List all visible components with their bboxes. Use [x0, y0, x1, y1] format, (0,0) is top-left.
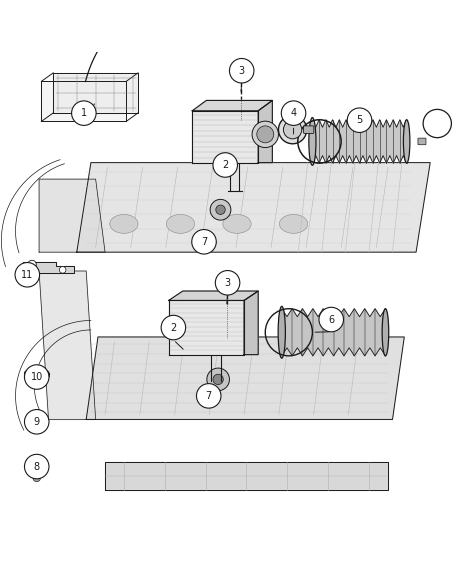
Text: 3: 3	[225, 278, 231, 288]
Text: 8: 8	[34, 462, 40, 471]
Circle shape	[235, 63, 246, 74]
FancyBboxPatch shape	[30, 459, 43, 469]
Polygon shape	[39, 271, 96, 419]
Circle shape	[216, 205, 225, 214]
Ellipse shape	[25, 371, 49, 381]
Circle shape	[257, 126, 274, 143]
Circle shape	[221, 275, 232, 286]
Ellipse shape	[382, 309, 389, 356]
Polygon shape	[282, 309, 385, 356]
Ellipse shape	[403, 120, 410, 163]
Polygon shape	[39, 179, 105, 252]
Ellipse shape	[28, 416, 45, 424]
FancyBboxPatch shape	[418, 138, 426, 145]
Polygon shape	[312, 120, 407, 163]
Ellipse shape	[27, 458, 47, 464]
Text: 10: 10	[31, 372, 43, 382]
Circle shape	[34, 421, 39, 427]
Polygon shape	[23, 262, 74, 273]
Text: 11: 11	[21, 270, 34, 280]
Ellipse shape	[166, 214, 195, 233]
Circle shape	[192, 229, 216, 254]
Circle shape	[197, 384, 221, 408]
Polygon shape	[192, 111, 258, 163]
Ellipse shape	[223, 214, 251, 233]
Text: 7: 7	[206, 391, 212, 401]
Text: 1: 1	[81, 108, 87, 118]
Circle shape	[28, 260, 36, 269]
Circle shape	[319, 307, 344, 332]
FancyBboxPatch shape	[34, 466, 40, 477]
FancyBboxPatch shape	[303, 126, 314, 133]
Circle shape	[210, 200, 231, 220]
Text: 9: 9	[34, 417, 40, 427]
Ellipse shape	[110, 214, 138, 233]
Circle shape	[283, 120, 302, 139]
Ellipse shape	[279, 214, 308, 233]
Polygon shape	[169, 291, 258, 301]
Circle shape	[25, 409, 49, 434]
Text: 2: 2	[222, 160, 228, 170]
Circle shape	[281, 101, 306, 125]
Circle shape	[25, 365, 49, 389]
Polygon shape	[169, 301, 244, 355]
Circle shape	[252, 121, 278, 148]
Text: 5: 5	[356, 115, 363, 125]
Polygon shape	[258, 101, 273, 163]
Polygon shape	[41, 81, 126, 121]
Polygon shape	[192, 101, 273, 111]
Text: 6: 6	[328, 315, 334, 324]
Circle shape	[215, 270, 240, 295]
Text: 4: 4	[291, 108, 297, 118]
Ellipse shape	[25, 369, 49, 378]
Ellipse shape	[28, 414, 45, 423]
Circle shape	[59, 267, 66, 273]
Polygon shape	[77, 163, 430, 252]
Polygon shape	[244, 291, 258, 355]
Ellipse shape	[309, 117, 316, 165]
Polygon shape	[53, 73, 138, 113]
Circle shape	[25, 454, 49, 479]
Ellipse shape	[30, 465, 44, 470]
Circle shape	[229, 59, 254, 83]
Circle shape	[207, 368, 229, 390]
Ellipse shape	[278, 306, 285, 358]
Polygon shape	[105, 462, 388, 490]
Text: 7: 7	[201, 237, 207, 247]
Circle shape	[33, 474, 40, 482]
Circle shape	[278, 116, 307, 144]
Circle shape	[161, 315, 186, 340]
Circle shape	[15, 263, 39, 287]
Circle shape	[213, 153, 237, 177]
Ellipse shape	[32, 374, 42, 378]
Circle shape	[72, 101, 96, 125]
Polygon shape	[86, 337, 404, 419]
Circle shape	[347, 108, 372, 132]
Text: 2: 2	[170, 323, 176, 332]
FancyBboxPatch shape	[31, 419, 42, 428]
Circle shape	[213, 374, 223, 385]
Text: 3: 3	[238, 66, 245, 76]
